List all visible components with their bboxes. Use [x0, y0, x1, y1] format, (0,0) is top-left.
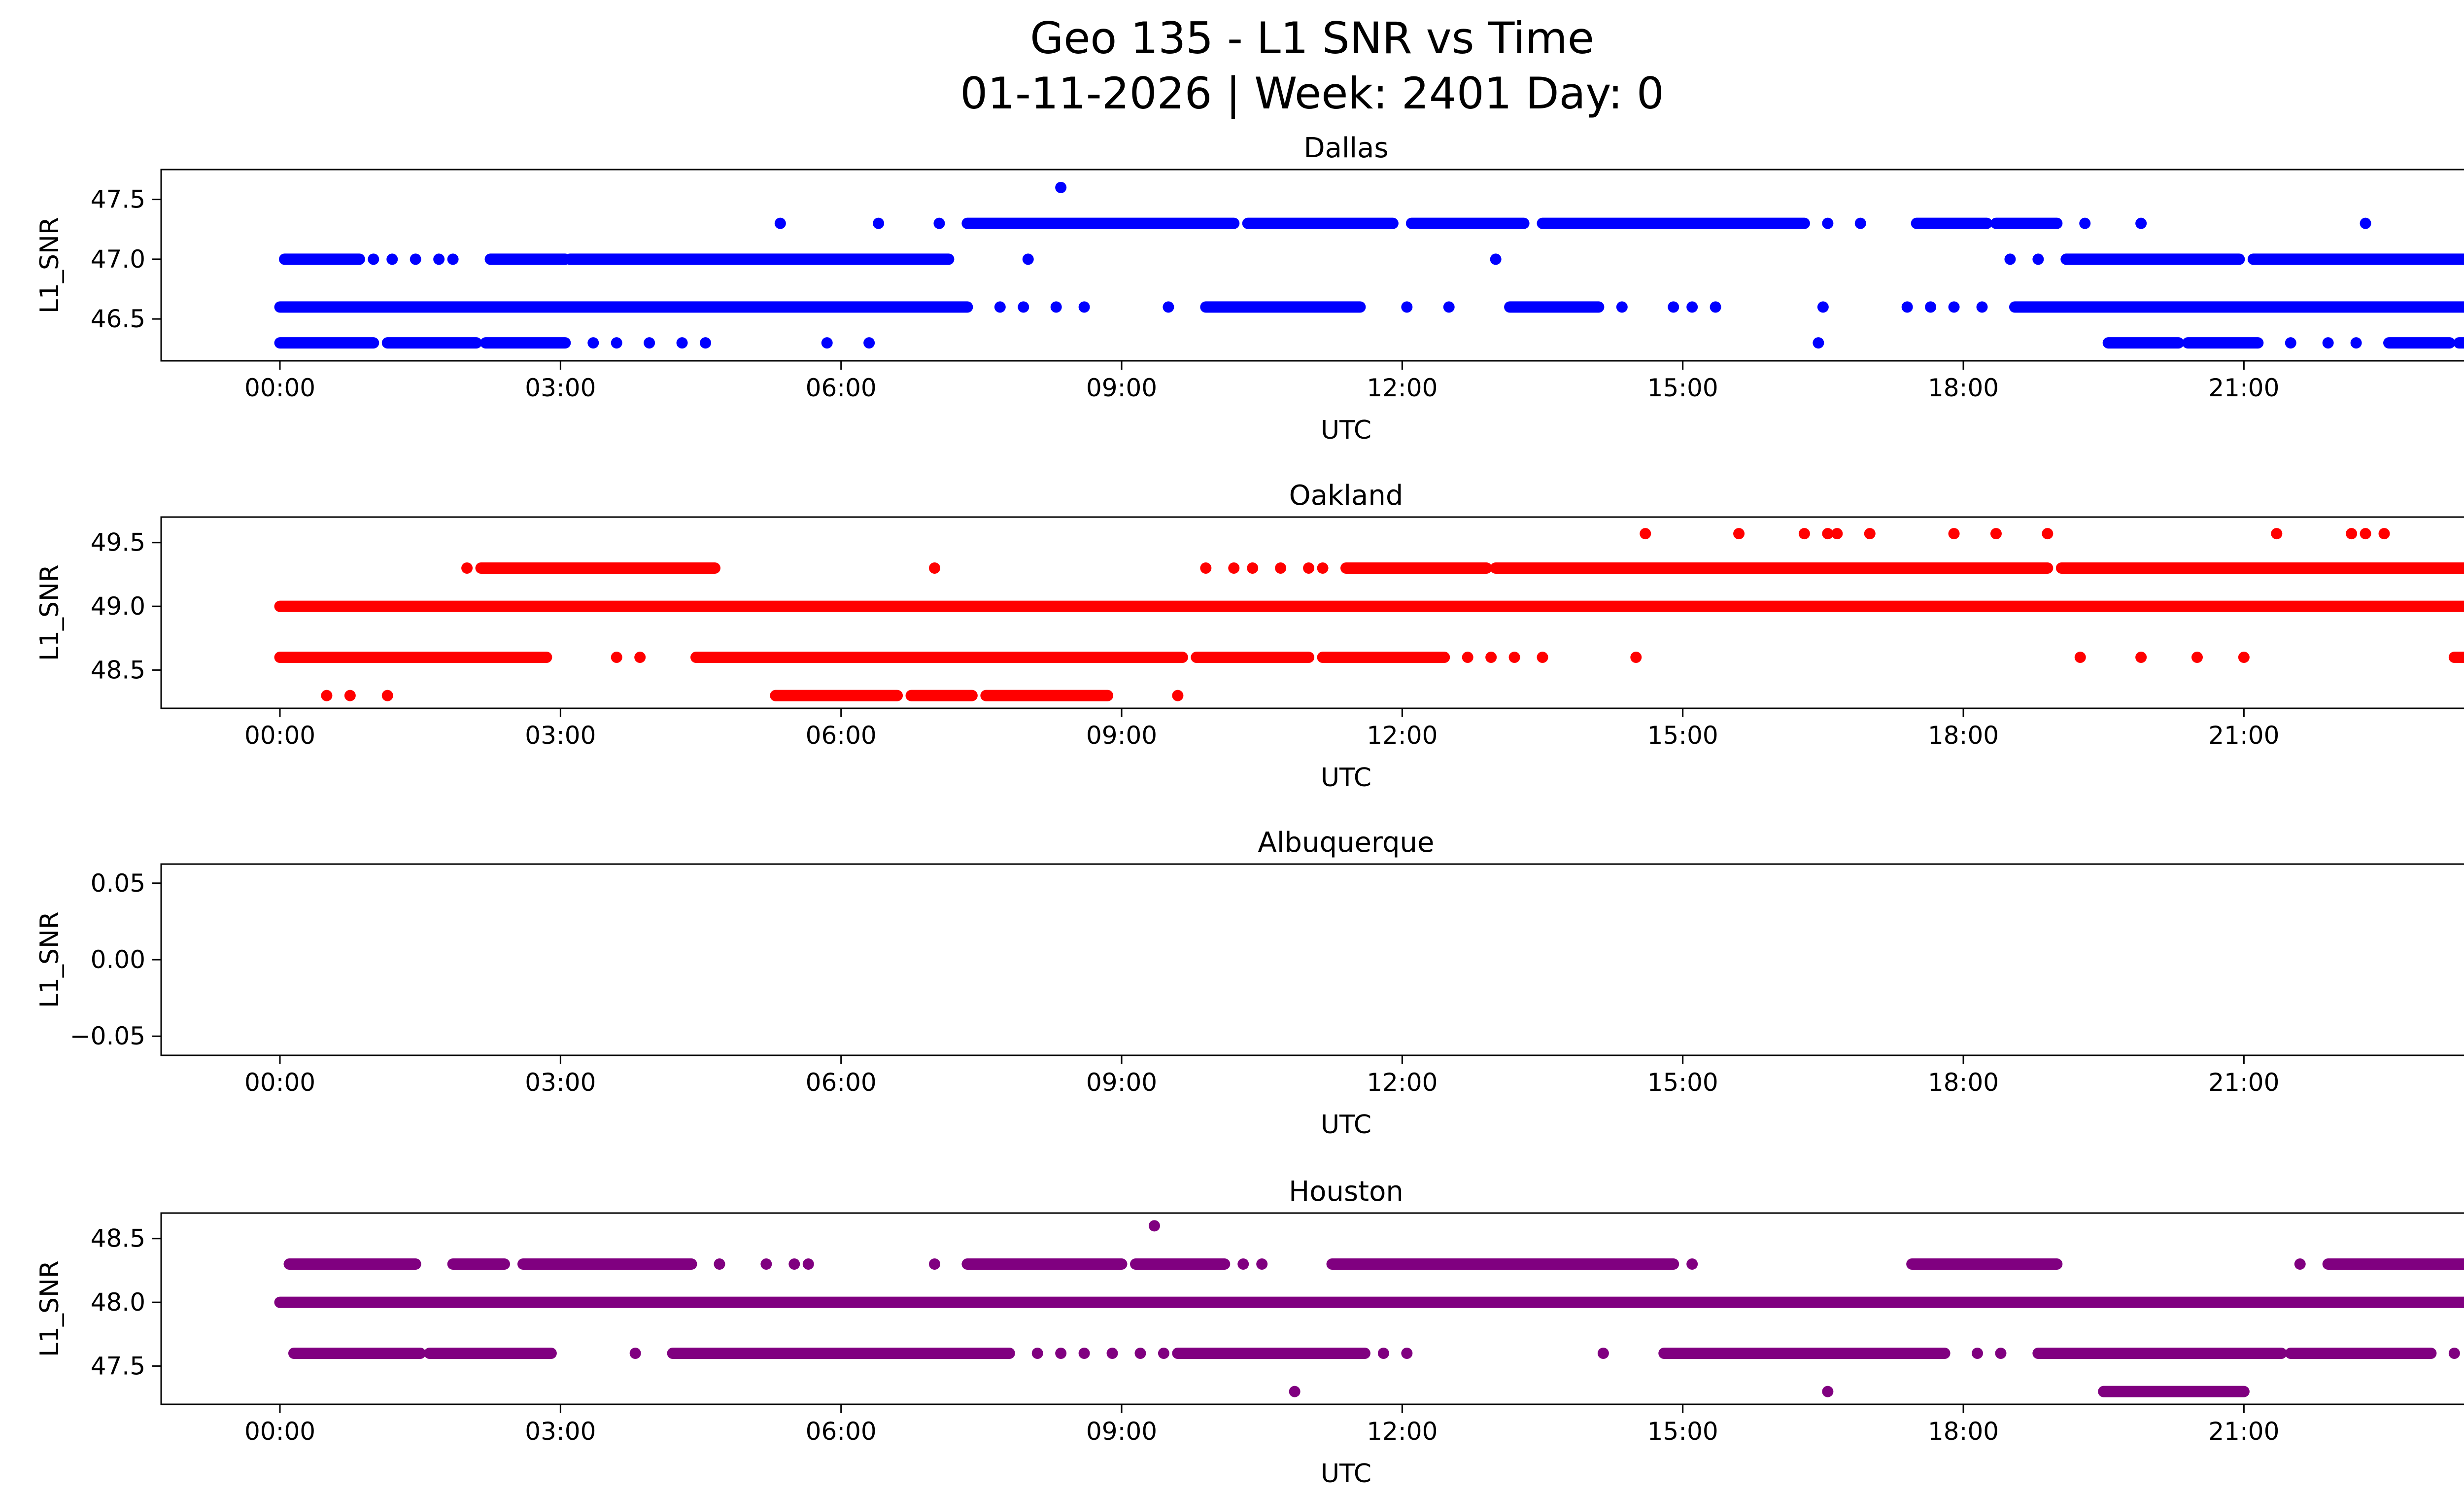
x-tick-label: 03:00	[525, 374, 596, 402]
x-tick-label: 03:00	[525, 721, 596, 750]
x-axis: 00:00 03:00 06:00 09:00 12:00 15:00 18:00 21:00…	[244, 361, 2279, 402]
x-tick-label: 12:00	[1367, 721, 1437, 750]
subplot-title-albuquerque: Albuquerque	[1258, 827, 1435, 859]
x-tick-label: 21:00	[2208, 721, 2279, 750]
y-tick-label: 47.5	[91, 185, 145, 214]
axes-box	[160, 516, 2464, 709]
x-axis: 00:00 03:00 06:00 09:00 12:00 15:00 18:00 21:00…	[244, 1055, 2279, 1097]
subplot-dallas: 00:00 03:00 06:00 09:00 12:00 15:00 18:00 21:00…	[35, 169, 2464, 445]
y-tick-label: 48.0	[91, 1288, 145, 1317]
x-axis: 00:00 03:00 06:00 09:00 12:00 15:00 18:00 21:00…	[244, 708, 2279, 750]
x-axis-label: UTC	[1321, 763, 1371, 793]
x-tick-label: 06:00	[806, 721, 877, 750]
subplot-houston: 00:00 03:00 06:00 09:00 12:00 15:00 18:00 21:00…	[35, 1212, 2464, 1489]
subplot-title-dallas: Dallas	[1303, 132, 1389, 164]
y-axis: −0.05 0.00 0.05	[70, 869, 161, 1050]
x-tick-label: 15:00	[1647, 721, 1718, 750]
x-tick-label: 06:00	[806, 1417, 877, 1446]
y-tick-label: 48.5	[91, 656, 145, 684]
axes-box	[160, 169, 2464, 362]
x-tick-label: 00:00	[244, 374, 315, 402]
y-axis: 46.5 47.0 47.5	[91, 185, 161, 333]
x-tick-label: 15:00	[1647, 374, 1718, 402]
x-tick-label: 06:00	[806, 374, 877, 402]
x-tick-label: 18:00	[1928, 721, 1999, 750]
x-tick-label: 18:00	[1928, 1417, 1999, 1446]
y-tick-label: 49.5	[91, 528, 145, 557]
scatter-series	[274, 1220, 2464, 1397]
x-tick-label: 15:00	[1647, 1068, 1718, 1097]
y-axis: 47.5 48.0 48.5	[91, 1224, 161, 1380]
x-tick-label: 21:00	[2208, 1068, 2279, 1097]
subplot-title-oakland: Oakland	[1289, 480, 1403, 512]
axes-box	[160, 1212, 2464, 1405]
axes-box	[160, 863, 2464, 1056]
y-tick-label: 0.00	[91, 945, 145, 974]
x-tick-label: 15:00	[1647, 1417, 1718, 1446]
x-tick-label: 09:00	[1086, 721, 1157, 750]
x-tick-label: 12:00	[1367, 1417, 1437, 1446]
subplot-oakland: 00:00 03:00 06:00 09:00 12:00 15:00 18:00 21:00…	[35, 516, 2464, 793]
y-tick-label: 49.0	[91, 592, 145, 621]
x-tick-label: 18:00	[1928, 1068, 1999, 1097]
figure-title-line2: 01-11-2026 | Week: 2401 Day: 0	[960, 68, 1664, 119]
x-tick-label: 00:00	[244, 1417, 315, 1446]
y-axis-label: L1_SNR	[35, 1260, 65, 1357]
y-axis-label: L1_SNR	[35, 217, 65, 313]
figure-title: Geo 135 - L1 SNR vs Time 01-11-2026 | We…	[0, 11, 2464, 121]
x-tick-label: 00:00	[244, 721, 315, 750]
y-axis-label: L1_SNR	[35, 911, 65, 1008]
scatter-series	[274, 528, 2464, 701]
y-tick-label: 0.05	[91, 869, 145, 898]
subplot-title-houston: Houston	[1289, 1176, 1403, 1208]
subplot-albuquerque: 00:00 03:00 06:00 09:00 12:00 15:00 18:00 21:00…	[35, 863, 2464, 1140]
x-tick-label: 03:00	[525, 1417, 596, 1446]
x-tick-label: 03:00	[525, 1068, 596, 1097]
y-tick-label: 46.5	[91, 305, 145, 333]
y-axis-label: L1_SNR	[35, 564, 65, 661]
y-tick-label: 48.5	[91, 1224, 145, 1253]
x-axis: 00:00 03:00 06:00 09:00 12:00 15:00 18:00 21:00…	[244, 1404, 2279, 1446]
x-tick-label: 21:00	[2208, 374, 2279, 402]
x-axis-label: UTC	[1321, 1459, 1371, 1489]
x-tick-label: 06:00	[806, 1068, 877, 1097]
x-tick-label: 18:00	[1928, 374, 1999, 402]
x-tick-label: 09:00	[1086, 1068, 1157, 1097]
x-tick-label: 09:00	[1086, 1417, 1157, 1446]
x-axis-label: UTC	[1321, 1110, 1371, 1140]
x-tick-label: 12:00	[1367, 374, 1437, 402]
x-tick-label: 09:00	[1086, 374, 1157, 402]
figure-title-line1: Geo 135 - L1 SNR vs Time	[1030, 13, 1594, 64]
y-tick-label: −0.05	[70, 1022, 145, 1050]
x-tick-label: 21:00	[2208, 1417, 2279, 1446]
y-tick-label: 47.0	[91, 245, 145, 274]
scatter-series	[274, 181, 2464, 349]
y-tick-label: 47.5	[91, 1352, 145, 1380]
y-axis: 48.5 49.0 49.5	[91, 528, 161, 684]
x-tick-label: 00:00	[244, 1068, 315, 1097]
x-tick-label: 12:00	[1367, 1068, 1437, 1097]
x-axis-label: UTC	[1321, 416, 1371, 445]
